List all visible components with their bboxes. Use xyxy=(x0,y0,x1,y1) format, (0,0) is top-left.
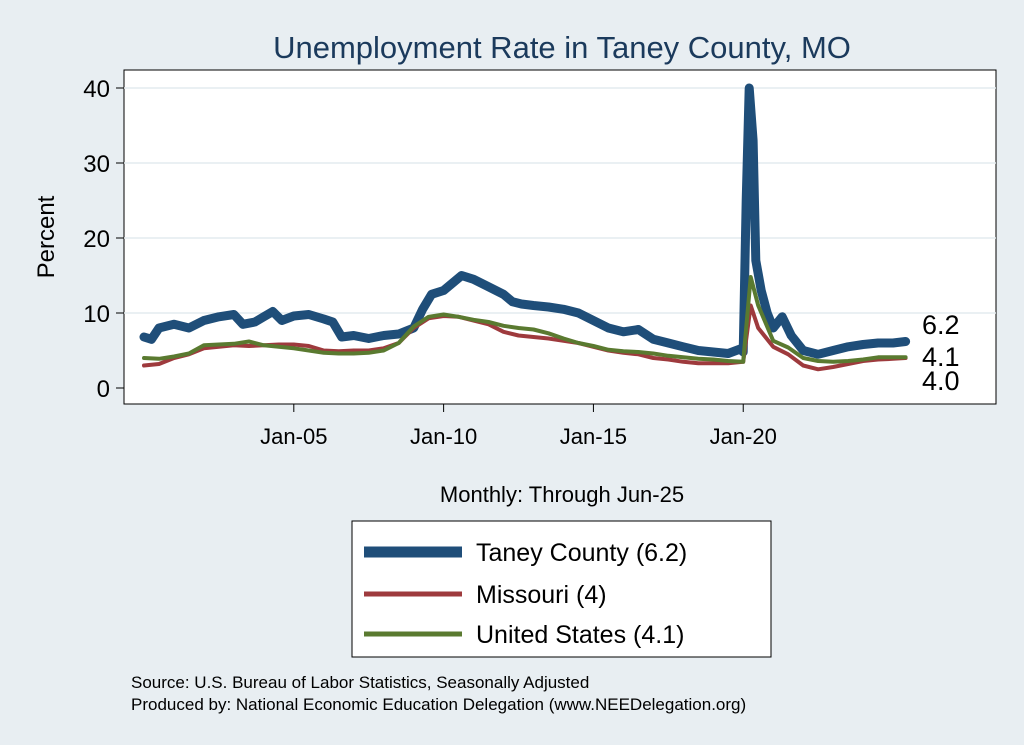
series-line-taney xyxy=(139,83,911,359)
chart-title: Unemployment Rate in Taney County, MO xyxy=(273,30,851,65)
end-label-us: 4.1 xyxy=(922,342,960,372)
legend-label-taney: Taney County (6.2) xyxy=(476,539,687,567)
y-tick-label: 40 xyxy=(83,76,110,103)
x-tick-label: Jan-15 xyxy=(560,424,627,449)
end-label-taney: 6.2 xyxy=(922,310,960,340)
end-labels: 6.2 4.04.1 xyxy=(922,310,960,396)
x-tick-label: Jan-05 xyxy=(260,424,327,449)
legend: Taney County (6.2) Missouri (4) United S… xyxy=(351,520,772,658)
y-axis-label: Percent xyxy=(33,195,60,278)
x-axis: Jan-05 Jan-10 Jan-15 Jan-20 xyxy=(260,404,777,449)
plot-area xyxy=(123,69,997,405)
end-label-missouri: 4.0 xyxy=(922,366,960,396)
y-tick-label: 10 xyxy=(83,301,110,328)
x-axis-label: Monthly: Through Jun-25 xyxy=(440,482,684,507)
series-line-us xyxy=(142,275,908,364)
y-tick-label: 0 xyxy=(97,376,110,403)
series-lines xyxy=(139,83,911,372)
x-tick-label: Jan-10 xyxy=(410,424,477,449)
source-note: Source: U.S. Bureau of Labor Statistics,… xyxy=(131,673,589,692)
x-tick-label: Jan-20 xyxy=(710,424,777,449)
produced-by-note: Produced by: National Economic Education… xyxy=(131,695,746,714)
y-axis: 0 10 20 30 40 xyxy=(83,76,124,403)
legend-label-us: United States (4.1) xyxy=(476,621,684,649)
y-tick-label: 30 xyxy=(83,151,110,178)
legend-label-missouri: Missouri (4) xyxy=(476,581,607,609)
y-tick-label: 20 xyxy=(83,226,110,253)
